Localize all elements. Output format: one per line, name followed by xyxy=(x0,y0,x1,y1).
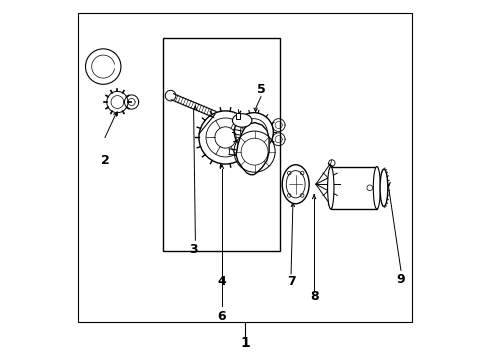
Text: 2: 2 xyxy=(100,154,109,167)
Bar xyxy=(78,13,412,322)
Bar xyxy=(236,113,240,119)
Text: 6: 6 xyxy=(218,310,226,323)
Text: 3: 3 xyxy=(189,243,198,256)
Ellipse shape xyxy=(328,167,334,209)
Text: 1: 1 xyxy=(240,336,250,350)
Bar xyxy=(164,38,280,251)
Circle shape xyxy=(234,113,273,152)
Text: 9: 9 xyxy=(396,273,405,286)
Text: 5: 5 xyxy=(257,83,265,96)
Text: 8: 8 xyxy=(310,291,318,303)
Ellipse shape xyxy=(282,165,309,204)
Bar xyxy=(331,167,377,209)
Circle shape xyxy=(199,111,252,164)
Ellipse shape xyxy=(232,114,252,127)
Text: 4: 4 xyxy=(218,275,226,288)
Polygon shape xyxy=(236,123,269,175)
Ellipse shape xyxy=(373,167,380,209)
Ellipse shape xyxy=(380,169,388,207)
Text: 7: 7 xyxy=(287,275,295,288)
